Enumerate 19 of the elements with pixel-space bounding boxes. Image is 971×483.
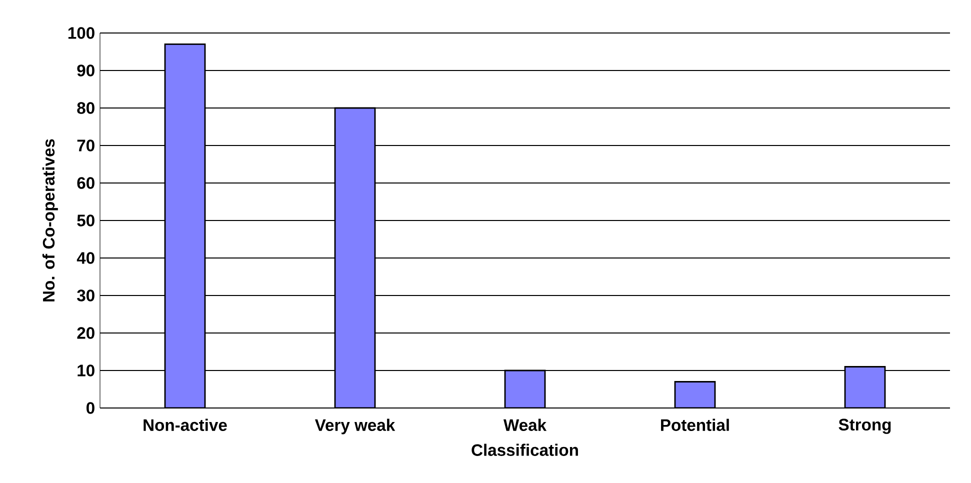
- x-tick-label: Potential: [661, 418, 729, 431]
- y-axis-title: No. of Co-operatives: [42, 139, 58, 302]
- y-tick-label: 0: [86, 402, 94, 414]
- x-tick-label: Strong: [838, 418, 891, 434]
- x-tick-label: Non-active: [144, 418, 227, 431]
- y-tick-label: 30: [77, 290, 94, 302]
- y-tick-label: 80: [77, 102, 94, 114]
- y-tick-label: 20: [77, 327, 94, 339]
- x-axis-title: Classification: [472, 444, 578, 456]
- y-tick-label: 50: [77, 214, 94, 226]
- y-tick-label: 60: [77, 177, 94, 189]
- y-tick-label: 90: [77, 64, 94, 76]
- y-tick-label: 10: [78, 364, 94, 376]
- y-tick-label: 40: [76, 252, 94, 264]
- bar: [674, 381, 716, 408]
- x-tick-label: Weak: [503, 418, 547, 431]
- y-tick-label: 100: [68, 27, 94, 39]
- x-tick-label: Very weak: [314, 418, 396, 434]
- y-tick-label: 70: [77, 140, 94, 152]
